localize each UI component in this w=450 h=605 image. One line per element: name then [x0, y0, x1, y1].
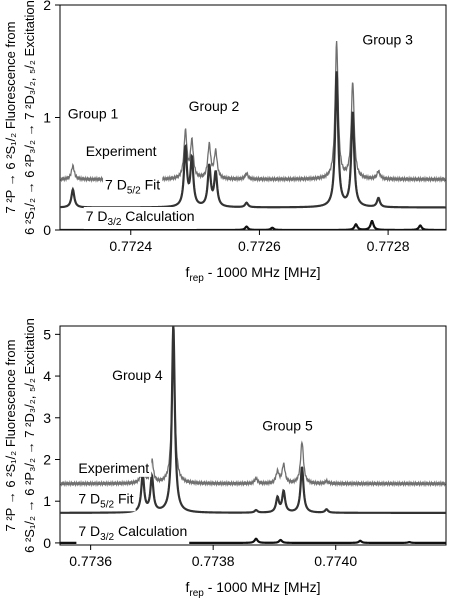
x-tick-label: 0.7724 [109, 238, 152, 254]
y-tick-label: 5 [43, 326, 51, 342]
x-tick-label: 0.7736 [69, 553, 112, 569]
series-line-2 [60, 326, 446, 514]
group-annotation-1: Group 1 [68, 106, 119, 122]
y-axis-title-line-1: 7 ²P → 6 ²S₁/₂ Fluorescence from [3, 22, 18, 214]
series-label-bg [83, 207, 197, 229]
series-line-3 [60, 219, 446, 230]
group-annotation-1: Group 4 [112, 367, 163, 383]
series-label-bg [103, 175, 163, 198]
y-tick-label: 1 [43, 493, 51, 509]
x-tick-label: 0.7738 [192, 553, 235, 569]
series-label-2: 7 D5/2 Fit [105, 177, 160, 197]
y-tick-label: 0 [43, 222, 51, 238]
series-label-bg [76, 522, 190, 545]
chart-panel-bottom: 0.7736 0.7738 0.7740 0 1 2 3 4 5 Experiment 7 D5/2… [3, 318, 447, 599]
group-annotation-2: Group 2 [189, 98, 240, 114]
y-axis-title-line-2: 6 ²S₁/₂ → 6 ²P₃/₂ → 7 ²D₃/₂, ₅/₂ Excitat… [22, 0, 37, 235]
y-tick-label: 1 [43, 110, 51, 126]
series-line-1 [60, 329, 446, 488]
y-tick-label: 3 [43, 410, 51, 426]
x-axis-title: frep - 1000 MHz [MHz] [185, 579, 320, 599]
y-axis-title-line-2: 6 ²S₁/₂ → 6 ²P₃/₂ → 7 ²D₃/₂, ₅/₂ Excitat… [22, 318, 37, 553]
group-annotation-3: Group 3 [362, 31, 413, 47]
x-tick-label: 0.7740 [314, 553, 357, 569]
series-label-1: Experiment [86, 143, 157, 159]
x-axis-title: frep - 1000 MHz [MHz] [185, 264, 320, 284]
series-label-3: 7 D3/2 Calculation [78, 523, 187, 543]
y-tick-label: 2 [43, 451, 51, 467]
x-tick-label: 0.7726 [238, 238, 281, 254]
y-axis-title-line-1: 7 ²P → 6 ²S₁/₂ Fluorescence from [3, 340, 18, 532]
plot-frame [59, 325, 447, 546]
y-tick-label: 4 [43, 368, 51, 384]
series-label-bg [83, 141, 159, 160]
series-label-2: 7 D5/2 Fit [78, 490, 133, 510]
x-tick-label: 0.7728 [367, 238, 410, 254]
y-tick-label: 0 [43, 535, 51, 551]
y-tick-label: 2 [43, 0, 51, 13]
series-label-bg [76, 489, 136, 512]
series-label-3: 7 D3/2 Calculation [86, 208, 195, 228]
group-annotation-2: Group 5 [262, 417, 313, 433]
chart-panel-top: 0.7724 0.7726 0.7728 0 1 2 Experiment 7 D5/2 Fi… [3, 0, 447, 284]
series-label-bg [76, 458, 152, 477]
series-label-1: Experiment [78, 460, 149, 476]
